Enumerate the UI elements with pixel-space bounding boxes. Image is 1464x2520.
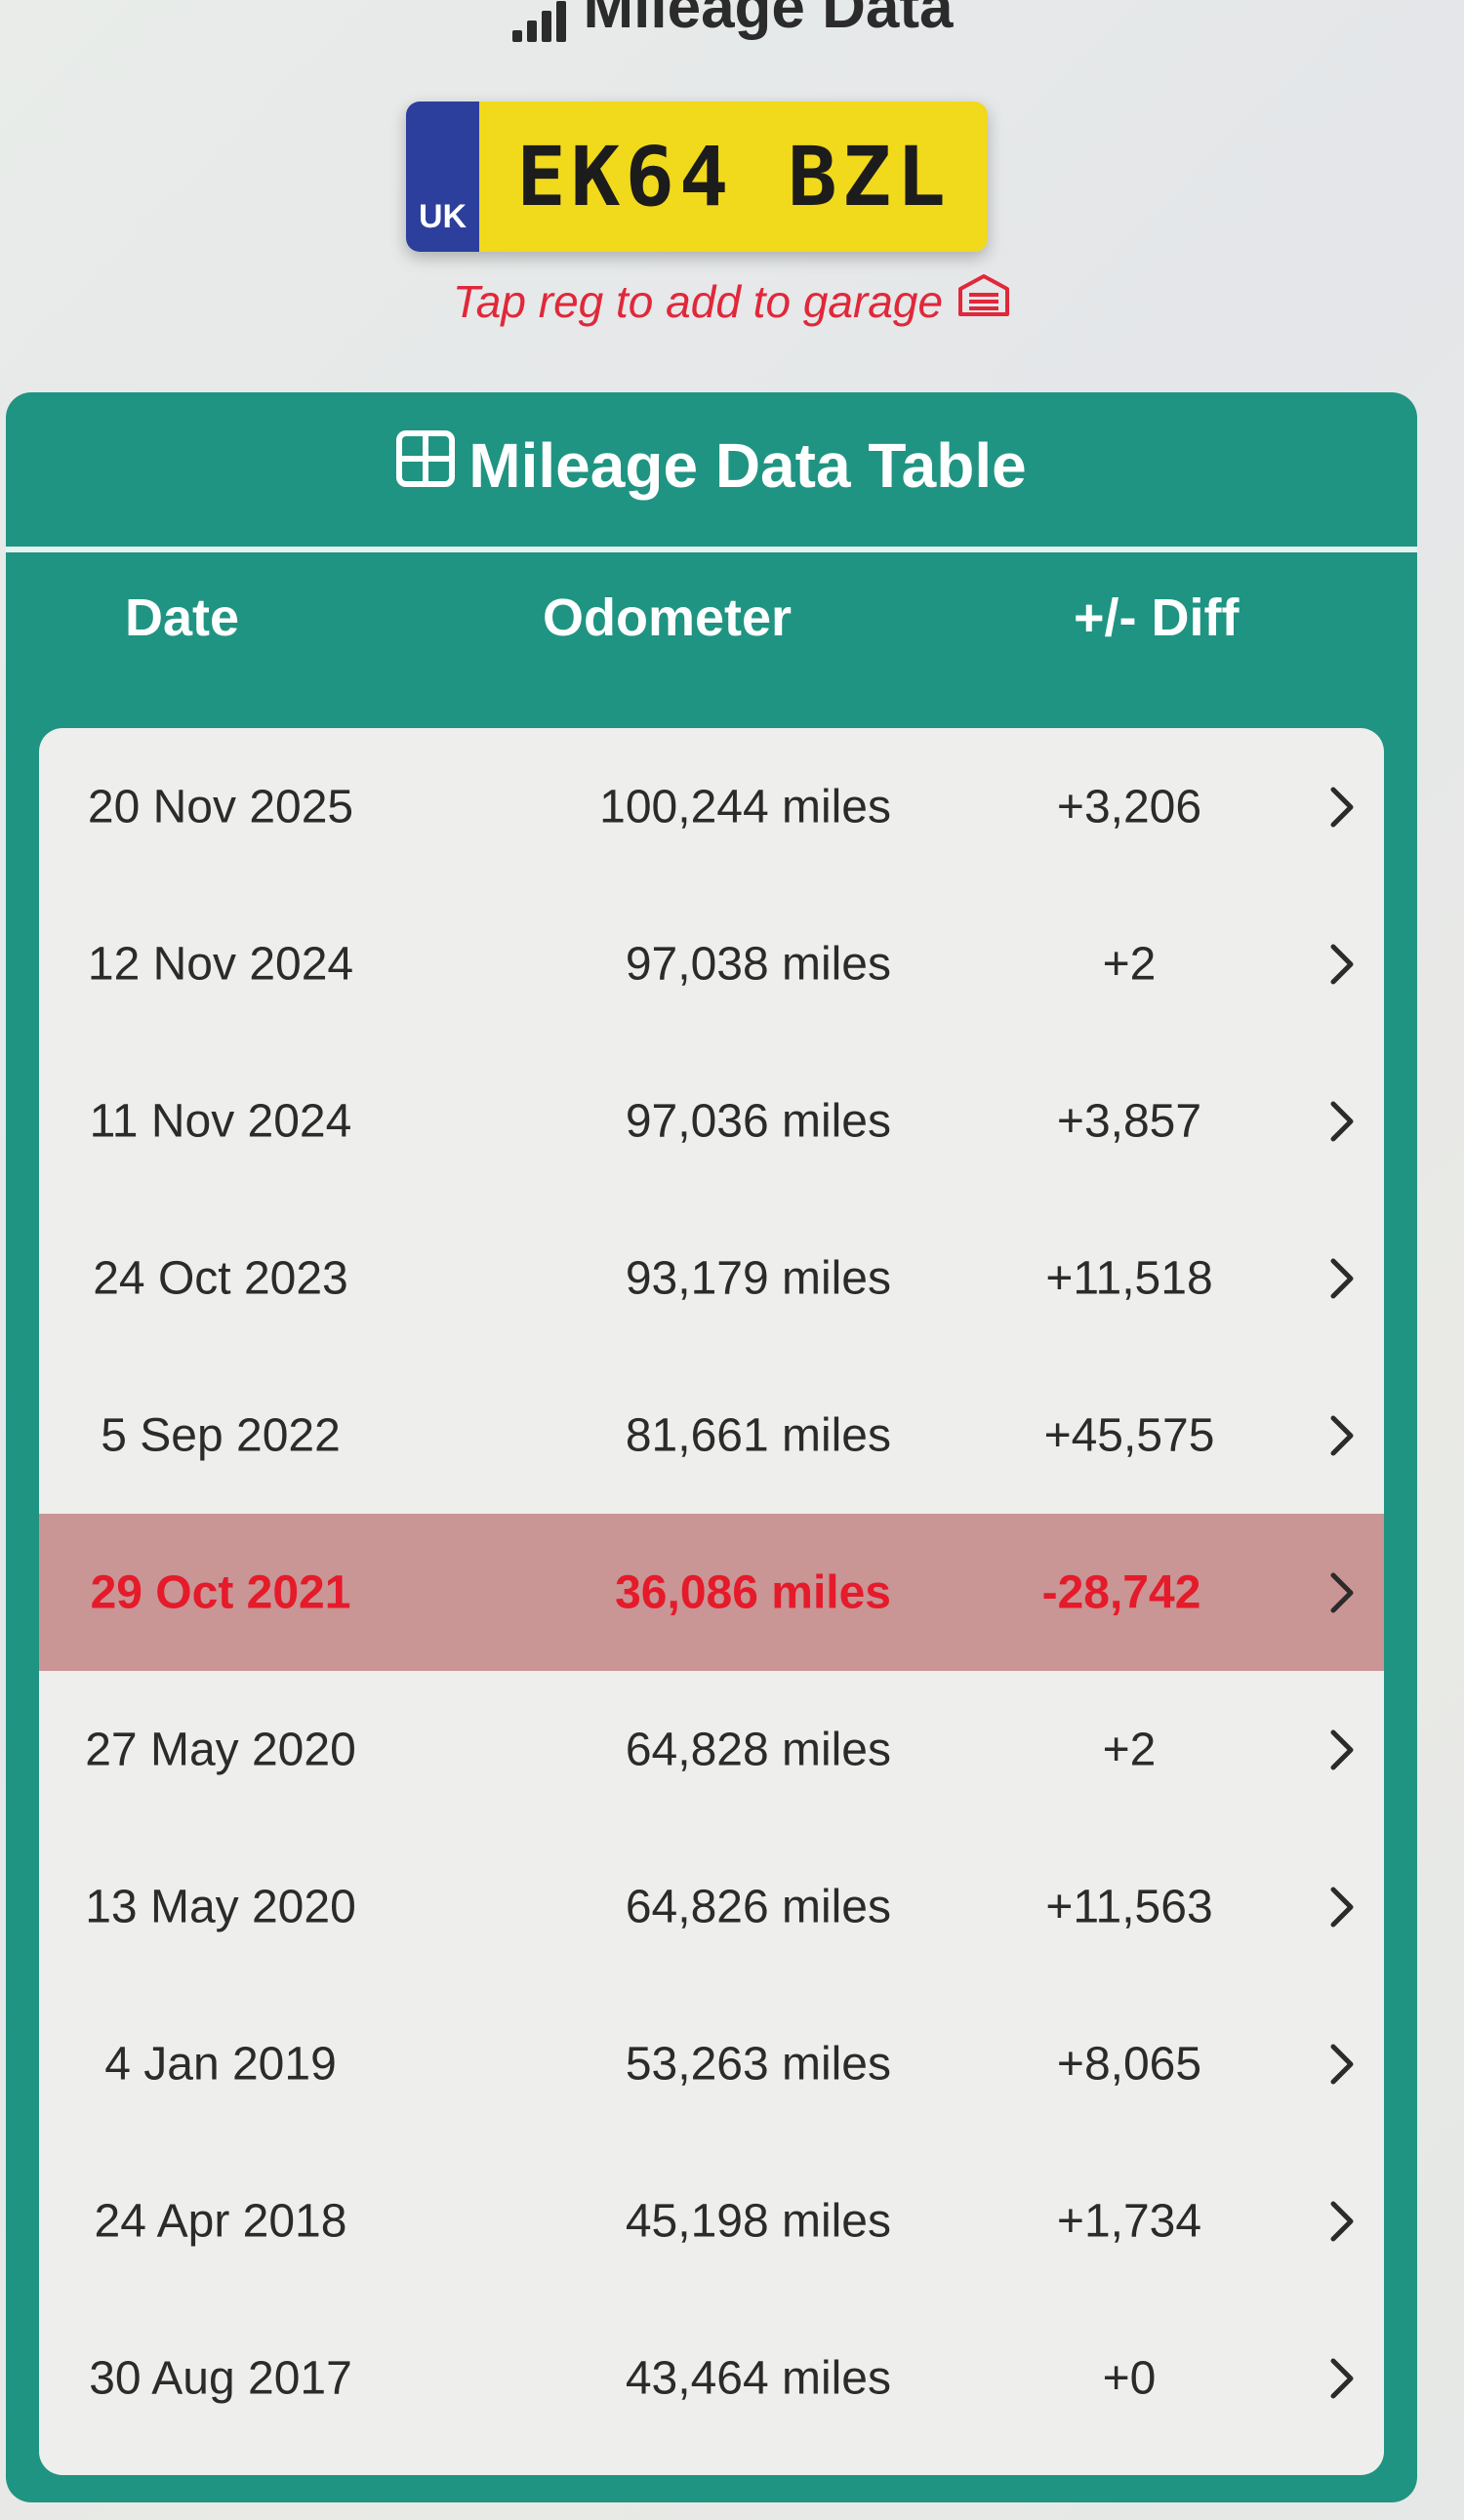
chevron-right-icon bbox=[1330, 944, 1354, 984]
table-row-flagged[interactable]: 29 Oct 2021 36,086 miles -28,742 bbox=[39, 1514, 1384, 1671]
row-diff: +0 bbox=[1102, 2352, 1157, 2404]
registration-plate[interactable]: UK EK64 BZL bbox=[406, 102, 988, 252]
table-row[interactable]: 24 Apr 2018 45,198 miles +1,734 bbox=[39, 2142, 1384, 2299]
add-to-garage-hint[interactable]: Tap reg to add to garage bbox=[0, 273, 1464, 328]
row-date: 4 Jan 2019 bbox=[104, 2038, 337, 2090]
table-row[interactable]: 11 Nov 2024 97,036 miles +3,857 bbox=[39, 1042, 1384, 1199]
chevron-right-icon bbox=[1330, 2044, 1354, 2084]
column-header-diff[interactable]: +/- Diff bbox=[1074, 589, 1240, 647]
row-odometer: 93,179 miles bbox=[625, 1252, 891, 1304]
plate-registration: EK64 BZL bbox=[479, 102, 988, 252]
row-odometer: 97,036 miles bbox=[625, 1095, 891, 1147]
chevron-right-icon bbox=[1330, 1415, 1354, 1455]
chevron-right-icon bbox=[1330, 2201, 1354, 2241]
table-row[interactable]: 4 Jan 2019 53,263 miles +8,065 bbox=[39, 1985, 1384, 2142]
row-odometer: 97,038 miles bbox=[625, 938, 891, 990]
row-date: 24 Apr 2018 bbox=[94, 2195, 347, 2247]
row-odometer: 45,198 miles bbox=[625, 2195, 891, 2247]
row-odometer: 64,828 miles bbox=[625, 1724, 891, 1775]
row-date: 13 May 2020 bbox=[85, 1881, 356, 1932]
row-diff: +11,563 bbox=[1045, 1881, 1213, 1932]
signal-bars-icon bbox=[510, 0, 573, 42]
add-to-garage-text: Tap reg to add to garage bbox=[452, 276, 944, 327]
chevron-right-icon bbox=[1330, 2358, 1354, 2398]
table-row[interactable]: 30 Aug 2017 43,464 miles +0 bbox=[39, 2299, 1384, 2457]
plate-country-band: UK bbox=[406, 102, 479, 252]
table-row[interactable]: 12 Nov 2024 97,038 miles +2 bbox=[39, 885, 1384, 1042]
chevron-right-icon bbox=[1330, 1101, 1354, 1141]
table-title: Mileage Data Table bbox=[6, 429, 1417, 502]
table-row[interactable]: 13 May 2020 64,826 miles +11,563 bbox=[39, 1828, 1384, 1985]
row-date: 11 Nov 2024 bbox=[89, 1095, 352, 1147]
row-diff: -28,742 bbox=[1041, 1566, 1201, 1618]
table-row[interactable]: 24 Oct 2023 93,179 miles +11,518 bbox=[39, 1199, 1384, 1357]
row-diff: +11,518 bbox=[1045, 1252, 1213, 1304]
row-diff: +3,857 bbox=[1056, 1095, 1202, 1147]
chevron-right-icon bbox=[1330, 1887, 1354, 1927]
mileage-table-card: Mileage Data Table Date Odometer +/- Dif… bbox=[6, 392, 1417, 2502]
row-date: 12 Nov 2024 bbox=[87, 938, 354, 990]
column-header-date[interactable]: Date bbox=[125, 589, 240, 647]
table-row[interactable]: 27 May 2020 64,828 miles +2 bbox=[39, 1671, 1384, 1828]
row-date: 29 Oct 2021 bbox=[90, 1566, 351, 1618]
column-header-odometer[interactable]: Odometer bbox=[543, 589, 793, 647]
row-diff: +1,734 bbox=[1056, 2195, 1202, 2247]
row-diff: +3,206 bbox=[1056, 781, 1202, 833]
row-date: 20 Nov 2025 bbox=[87, 781, 354, 833]
row-date: 30 Aug 2017 bbox=[89, 2352, 352, 2404]
row-date: 27 May 2020 bbox=[85, 1724, 356, 1775]
page-title-text: Mileage Data bbox=[583, 0, 954, 41]
row-diff: +8,065 bbox=[1056, 2038, 1202, 2090]
chevron-right-icon bbox=[1330, 787, 1354, 827]
row-diff: +2 bbox=[1102, 938, 1157, 990]
row-date: 5 Sep 2022 bbox=[101, 1409, 341, 1461]
table-row[interactable]: 20 Nov 2025 100,244 miles +3,206 bbox=[39, 728, 1384, 885]
mileage-table-body: 20 Nov 2025 100,244 miles +3,206 12 Nov … bbox=[39, 728, 1384, 2475]
plate-country-code: UK bbox=[418, 198, 468, 235]
row-date: 24 Oct 2023 bbox=[93, 1252, 348, 1304]
table-grid-icon bbox=[396, 429, 456, 502]
table-title-text: Mileage Data Table bbox=[468, 430, 1027, 501]
row-odometer: 100,244 miles bbox=[599, 781, 891, 833]
row-diff: +2 bbox=[1102, 1724, 1157, 1775]
row-odometer: 81,661 miles bbox=[625, 1409, 891, 1461]
table-row[interactable]: 5 Sep 2022 81,661 miles +45,575 bbox=[39, 1357, 1384, 1514]
row-odometer: 53,263 miles bbox=[625, 2038, 891, 2090]
chevron-right-icon bbox=[1330, 1572, 1354, 1612]
chevron-right-icon bbox=[1330, 1729, 1354, 1769]
row-odometer: 36,086 miles bbox=[615, 1566, 891, 1618]
row-diff: +45,575 bbox=[1043, 1409, 1215, 1461]
garage-icon bbox=[956, 273, 1011, 327]
chevron-right-icon bbox=[1330, 1258, 1354, 1298]
row-odometer: 43,464 miles bbox=[625, 2352, 891, 2404]
row-odometer: 64,826 miles bbox=[625, 1881, 891, 1932]
page-title: Mileage Data bbox=[0, 0, 1464, 42]
title-divider bbox=[6, 547, 1417, 552]
